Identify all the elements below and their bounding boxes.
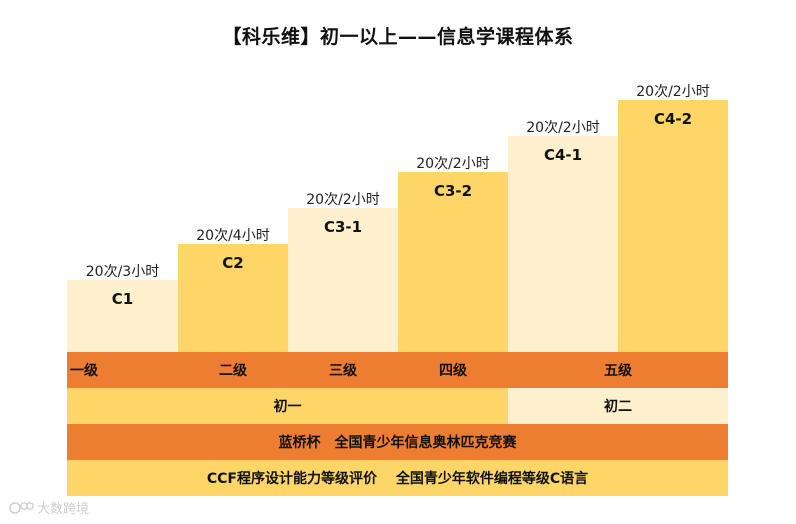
course-bar-c3-2: C3-2 (398, 172, 508, 352)
course-bar-c3-1: C3-1 (288, 208, 398, 352)
page-title: 【科乐维】初一以上——信息学课程体系 (222, 26, 574, 48)
certifications-text: CCF程序设计能力等级评价 全国青少年软件编程等级C语言 (206, 471, 589, 487)
course-code: C4-2 (653, 110, 693, 128)
level-3: 三级 (329, 363, 357, 379)
course-sessions: 20次/2小时 (636, 84, 710, 100)
watermark-text: 大数跨境 (37, 502, 90, 517)
level-5: 五级 (604, 363, 632, 379)
grade-2: 初二 (508, 388, 728, 424)
competitions-band: 蓝桥杯 全国青少年信息奥林匹克竞赛 (67, 424, 728, 460)
level-1: 一级 (70, 363, 98, 379)
course-bar-c4-2: C4-2 (618, 100, 728, 352)
course-code: C4-1 (543, 146, 583, 164)
course-sessions: 20次/3小时 (85, 264, 160, 280)
level-2: 二级 (219, 363, 247, 379)
course-code: C1 (111, 290, 134, 308)
competitions-text: 蓝桥杯 全国青少年信息奥林匹克竞赛 (278, 435, 517, 451)
course-sessions: 20次/4小时 (196, 228, 270, 244)
grade-1: 初一 (67, 388, 508, 424)
grade-band: 初一 初二 (67, 388, 728, 424)
watermark: 大数跨境 (8, 498, 89, 517)
course-bar-c1: C1 (67, 280, 178, 352)
course-code: C3-2 (433, 182, 473, 200)
course-code: C2 (222, 254, 244, 272)
course-bar-c4-1: C4-1 (508, 136, 618, 352)
course-sessions: 20次/2小时 (526, 120, 600, 136)
level-band: 一级 二级 三级 四级 五级 (67, 352, 728, 388)
certifications-band: CCF程序设计能力等级评价 全国青少年软件编程等级C语言 (67, 460, 728, 496)
course-bar-c2: C2 (178, 244, 288, 352)
course-sessions: 20次/2小时 (306, 192, 380, 208)
level-4: 四级 (439, 363, 467, 379)
course-sessions: 20次/2小时 (416, 156, 490, 172)
watermark-logo-icon (9, 501, 34, 514)
course-code: C3-1 (323, 218, 363, 236)
